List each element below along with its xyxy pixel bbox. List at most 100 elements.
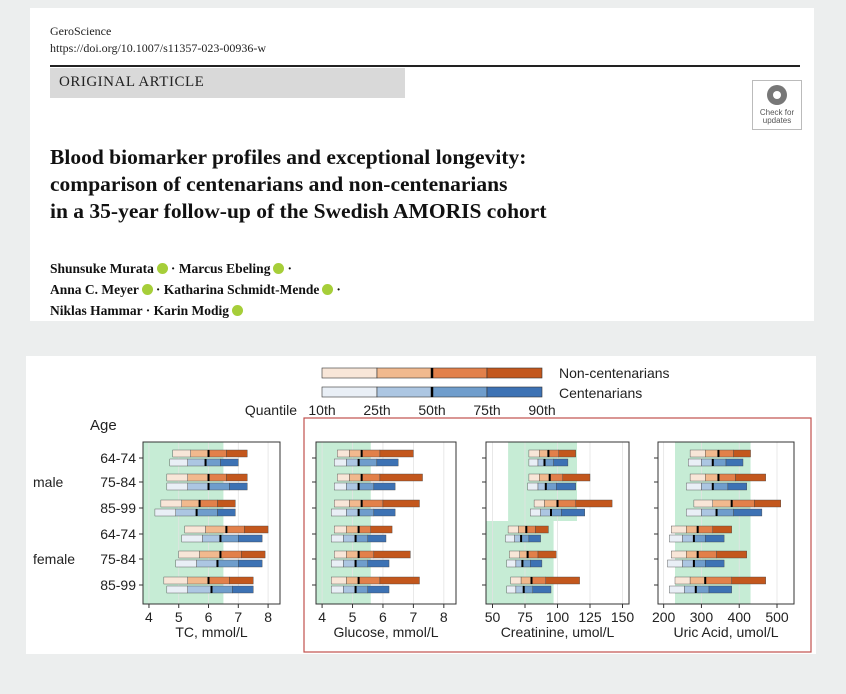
quantile-bar-segment [712,525,732,534]
quantile-bar-segment [693,559,706,568]
legend-swatch-non-centenarians [431,367,488,379]
author-separator: · [287,261,292,276]
doi-link[interactable]: https://doi.org/10.1007/s11357-023-00936… [50,41,266,55]
quantile-bar-segment [337,449,350,458]
quantile-bar-segment [558,449,576,458]
quantile-bar-segment [550,508,562,517]
x-tick-label: 75 [517,609,533,625]
header-rule [50,65,800,67]
orcid-icon[interactable] [232,305,244,316]
quantile-bar-segment [217,559,239,568]
quantile-bar-segment [334,482,347,491]
quantile-bar-segment [226,473,248,482]
x-axis-label: Glucose, mmol/L [333,624,438,640]
quantile-bar-segment [531,576,547,585]
quantile-bar-segment [355,534,368,543]
quantile-bar-segment [535,525,549,534]
author-name[interactable]: Karin Modig [153,303,230,318]
quantile-bar-segment [553,458,569,467]
highlight-frame [303,417,812,653]
quantile-bar-segment [211,585,233,594]
author-name[interactable]: Katharina Schmidt-Mende [163,282,320,297]
quantile-bar-segment [208,576,230,585]
quantile-bar-segment [528,458,539,467]
quantile-bar-segment [358,482,375,491]
quantile-bar-segment [686,550,698,559]
legend-swatch-non-centenarians [486,367,543,379]
author-name[interactable]: Anna C. Meyer [50,282,139,297]
legend-swatch-centenarians [486,386,543,398]
quantile-bar-segment [379,473,423,482]
quantile-bar-segment [718,473,736,482]
orcid-icon[interactable] [273,263,285,274]
quantile-bar-segment [337,473,350,482]
quantile-bar-segment [358,550,375,559]
author-name[interactable]: Marcus Ebeling [178,261,271,276]
orcid-icon[interactable] [141,284,153,295]
quantile-bar-segment [346,508,359,517]
age-group-label: 75-84 [100,551,136,567]
quantile-bar-segment [718,449,734,458]
author-line: Shunsuke Murata · Marcus Ebeling · [50,258,341,279]
quantile-bar-segment [519,550,528,559]
quantile-bar-segment [334,458,347,467]
author-name[interactable]: Shunsuke Murata [50,261,154,276]
quantile-bar-segment [244,525,269,534]
quantile-bar-segment [346,576,359,585]
x-tick-label: 4 [145,609,153,625]
quantile-bar-segment [545,576,580,585]
quantile-bar-segment [527,482,539,491]
x-tick-label: 100 [546,609,570,625]
quantile-bar-segment [343,585,356,594]
x-tick-label: 5 [175,609,183,625]
quantile-bar-segment [506,559,517,568]
quantile-bar-segment [716,550,747,559]
legend-swatch-centenarians [321,386,378,398]
quantile-bar-segment [349,499,362,508]
quantile-bar-segment [217,508,236,517]
quantile-bar-segment [199,550,221,559]
x-tick-label: 6 [379,609,387,625]
quantile-bar-segment [346,550,359,559]
quantile-bar-segment [346,458,359,467]
x-tick-label: 4 [318,609,326,625]
article-type-bar: ORIGINAL ARTICLE [50,68,405,98]
quantile-bar-segment [532,585,552,594]
x-tick-label: 5 [349,609,357,625]
author-name[interactable]: Niklas Hammar [50,303,143,318]
article-header: GeroScience https://doi.org/10.1007/s113… [30,8,814,321]
quantile-bar-segment [735,473,766,482]
x-tick-label: 200 [652,609,676,625]
quantile-bar-segment [528,473,540,482]
quantile-bar-segment [537,550,557,559]
title-line: comparison of centenarians and non-cente… [50,172,508,196]
quantile-bar-segment [346,482,359,491]
quantile-bar-segment [540,508,552,517]
quantile-bar-segment [226,525,245,534]
quantile-bar-segment [689,473,706,482]
quantile-bar-segment [334,499,350,508]
quantile-bar-segment [358,458,378,467]
quantile-bar-segment [506,585,517,594]
quantile-bar-segment [163,576,188,585]
quantile-bar-segment [367,559,390,568]
quantile-bar-segment [238,559,263,568]
orcid-icon[interactable] [156,263,168,274]
quantile-bar-segment [556,482,576,491]
quantile-bar-segment [539,473,550,482]
quantile-bar-segment [367,534,387,543]
author-separator: · [170,261,176,276]
quantile-bar-segment [530,508,541,517]
quantile-bar-segment [343,559,356,568]
x-tick-label: 400 [728,609,752,625]
quantile-bar-segment [509,550,520,559]
quantile-bar-segment [178,550,200,559]
quantile-bar-segment [220,550,242,559]
orcid-icon[interactable] [322,284,334,295]
quantile-bar-segment [166,585,188,594]
check-for-updates-button[interactable]: Check for updates [752,80,802,130]
quantile-bar-segment [220,534,239,543]
quantile-bar-segment [238,534,263,543]
legend-swatch-centenarians [376,386,433,398]
quantile-bar-segment [539,449,549,458]
